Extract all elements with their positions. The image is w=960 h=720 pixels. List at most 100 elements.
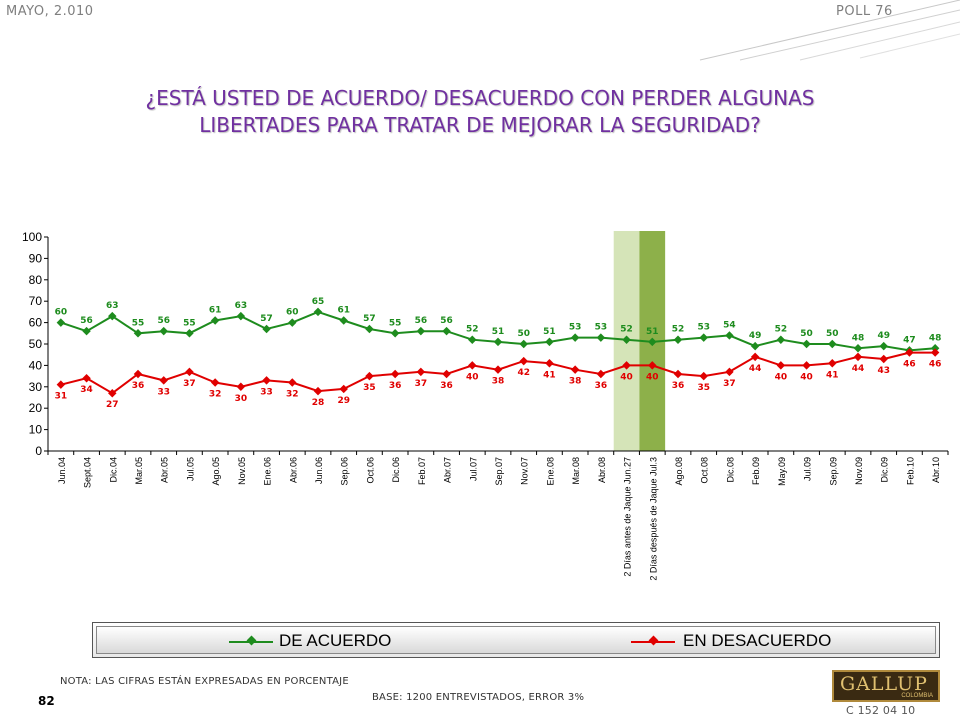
series-0-label-11: 61 [337,305,350,315]
series-1-label-10: 28 [312,398,325,408]
series-0-label-5: 55 [183,318,196,328]
series-0-point-25 [699,333,708,342]
series-0-point-32 [879,341,888,351]
series-1-label-16: 40 [466,372,479,382]
y-tick-label-90: 90 [29,251,43,265]
x-tick-label-25: Oct.08 [700,457,710,484]
series-0-label-16: 52 [466,325,479,335]
page-number: 82 [38,694,55,708]
series-0-label-3: 55 [132,318,145,328]
series-1-point-31 [853,352,863,362]
series-0-point-29 [802,339,811,349]
x-tick-label-17: Sep.07 [494,457,504,486]
series-0-point-15 [442,326,451,336]
x-tick-label-34: Abr.10 [931,457,941,483]
series-0-point-7 [236,311,246,321]
x-tick-label-33: Feb.10 [905,457,915,485]
series-1-label-11: 29 [337,396,350,406]
series-0-point-23 [648,337,657,347]
series-1-point-24 [673,369,683,379]
x-tick-label-30: Sep.09 [828,457,838,486]
document-code: C 152 04 10 [846,704,916,717]
series-0-point-24 [673,335,683,344]
y-tick-label-30: 30 [29,380,43,394]
series-1-label-23: 40 [646,372,659,382]
header-poll: POLL 76 [836,4,893,19]
series-0-label-26: 54 [723,320,736,330]
title-line-1: ¿ESTÁ USTED DE ACUERDO/ DESACUERDO CON P… [145,86,815,110]
series-0-label-20: 53 [569,323,582,333]
series-0-label-13: 55 [389,318,402,328]
series-1-point-18 [519,356,528,366]
series-1-label-5: 37 [183,379,196,389]
series-1-label-18: 42 [517,368,530,378]
x-tick-label-21: Abr.08 [597,457,607,483]
series-1-point-15 [442,369,451,379]
y-tick-label-0: 0 [35,444,42,458]
series-0-point-19 [545,337,554,347]
series-0-point-27 [750,341,760,351]
series-1-label-2: 27 [106,400,119,410]
series-1-label-13: 36 [389,381,402,391]
logo-subtext: COLOMBIA [901,693,933,699]
series-1-point-22 [622,361,631,370]
series-0-label-18: 50 [517,329,530,339]
series-0-point-9 [288,318,297,327]
series-1-point-5 [185,367,194,377]
series-0-point-14 [416,326,426,336]
series-0-label-23: 51 [646,327,659,337]
series-1-point-25 [699,371,708,381]
x-tick-label-13: Dic.06 [391,457,401,483]
chart-legend: DE ACUERDO EN DESACUERDO [92,622,940,658]
series-1-label-29: 40 [800,372,813,382]
series-1-label-22: 40 [620,372,633,382]
x-tick-label-1: Sept.04 [83,457,93,488]
gallup-logo: GALLUP COLOMBIA [832,670,940,702]
series-1-label-7: 30 [235,394,248,404]
x-tick-label-14: Feb.07 [417,457,427,485]
series-1-point-14 [416,367,426,377]
series-1-label-33: 46 [903,360,916,370]
series-1-point-8 [262,376,271,385]
x-tick-label-24: Ago.08 [674,457,684,486]
series-1-label-31: 44 [852,364,865,374]
series-1-label-19: 41 [543,370,556,380]
series-1-point-6 [210,378,220,387]
line-chart: 0 10 20 30 40 50 60 70 80 90 100 Jun.04 Sept.04 Dic.0… [22,230,949,581]
series-1-point-2 [108,388,117,398]
series-1-point-34 [930,348,940,357]
series-0-label-1: 56 [80,316,93,326]
series-1-point-0 [56,380,66,389]
series-1-label-25: 35 [697,383,710,393]
series-0-label-6: 61 [209,305,222,315]
series-1-label-30: 41 [826,370,839,380]
series-0-label-24: 52 [672,325,685,335]
series-1-point-11 [339,384,348,394]
series-0-label-12: 57 [363,314,376,324]
series-0-label-31: 48 [852,333,865,343]
series-0-point-22 [622,335,631,344]
series-0-label-14: 56 [415,316,428,326]
series-0-point-21 [596,333,606,342]
series-1-label-15: 36 [440,381,453,391]
series-1-label-9: 32 [286,390,299,400]
series-0-label-4: 56 [157,316,170,326]
series-1-point-27 [750,352,760,362]
series-0-label-22: 52 [620,325,633,335]
x-tick-label-18: Nov.07 [520,457,530,485]
series-1-label-20: 38 [569,377,582,387]
series-0-label-19: 51 [543,327,556,337]
x-tick-label-4: Abr.05 [160,457,170,483]
series-1-label-1: 34 [80,385,93,395]
x-tick-label-2: Dic.04 [108,457,118,483]
x-tick-label-20: Mar.08 [571,457,581,485]
x-tick-label-28: May.09 [777,457,787,486]
y-tick-label-70: 70 [29,294,43,308]
y-tick-label-50: 50 [29,337,43,351]
series-1-point-7 [236,382,246,392]
series-1-point-13 [390,369,400,379]
x-tick-label-0: Jun.04 [57,457,67,484]
series-0-point-5 [185,329,194,338]
series-1-point-32 [879,354,888,364]
series-1-label-4: 33 [157,387,170,397]
